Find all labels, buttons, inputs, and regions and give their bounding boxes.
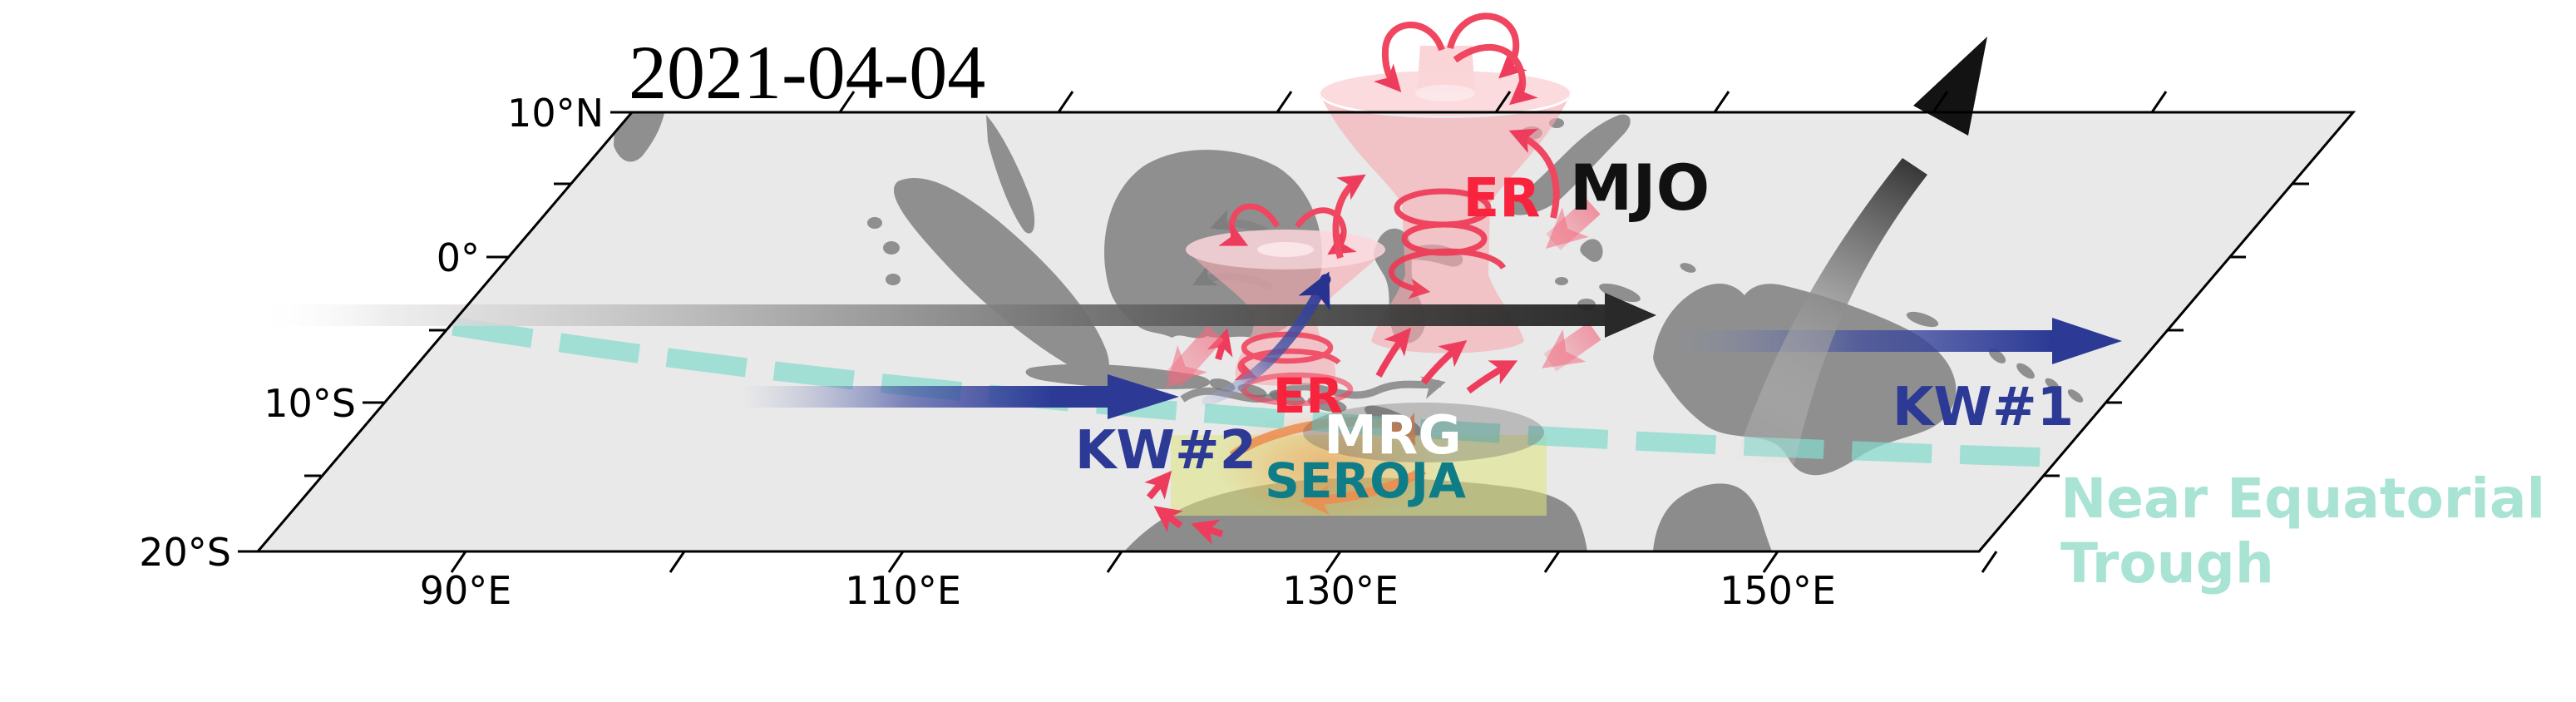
mjo-curved-exit-arrow <box>1735 37 1987 464</box>
lat-label-0: 0° <box>437 235 480 280</box>
curved-exit-arrow-band <box>1735 158 1927 464</box>
kw1-arrow-shaft <box>1665 330 2052 352</box>
kw1-arrow-head <box>2052 318 2122 364</box>
mjo-arrow <box>251 293 1656 338</box>
left-ticks <box>238 111 632 553</box>
sumatra-island <box>893 178 1109 378</box>
er-large-funnel-throat <box>1415 85 1475 101</box>
lon-label-110e: 110°E <box>845 568 961 613</box>
outflow-arrow-up <box>1207 328 1233 361</box>
er-large-fountain-arrows <box>1332 12 1560 260</box>
er-upper-label: ER <box>1463 168 1541 230</box>
philippines-chain <box>1507 114 1631 215</box>
java-island <box>1025 363 1211 389</box>
seram-island <box>1599 283 1641 303</box>
trough-label-line1: Near Equatorial <box>2060 467 2545 531</box>
seroja-arrow-ne <box>1144 470 1172 500</box>
louisiade-islet-1 <box>1988 349 2006 363</box>
er-lower-label: ER <box>1273 368 1343 424</box>
pink-arrow-east-lower <box>1542 322 1601 372</box>
moluccas-islet <box>1555 277 1568 285</box>
kw1-label: KW#1 <box>1893 377 2074 438</box>
mrg-label: MRG <box>1324 405 1462 467</box>
trough-label-line2: Trough <box>2060 531 2274 596</box>
birdshead-islet <box>1680 263 1696 273</box>
outflow-arrow-ne-1 <box>1375 327 1412 378</box>
right-ticks <box>2043 182 2309 477</box>
kw2-label: KW#2 <box>1075 420 1256 482</box>
new-britain-island <box>1906 311 1939 328</box>
outflow-arrow-ne-2 <box>1420 340 1468 385</box>
kw2-arrow-head <box>1108 374 1179 419</box>
kelvin-wave-2-arrow <box>742 374 1179 419</box>
sumatra-islet-2 <box>883 241 900 255</box>
indochina-land <box>614 112 665 162</box>
pink-arrow-east-upper <box>1546 198 1601 250</box>
kw2-arrow-shaft <box>742 386 1108 408</box>
pink-arrow-west <box>1164 325 1224 388</box>
top-ticks <box>838 91 2168 113</box>
mjo-label: MJO <box>1570 151 1710 225</box>
lat-label-10s: 10°S <box>264 381 356 426</box>
seroja-cyclone-arc-bottom <box>1300 466 1427 516</box>
mjo-arrow-shaft <box>251 304 1605 326</box>
malay-peninsula <box>986 115 1035 234</box>
crimson-outflow-arrows <box>1144 327 1518 545</box>
er-vortex-large <box>1320 12 1570 353</box>
lat-label-10n: 10°N <box>507 91 604 136</box>
near-equatorial-trough-label: Near Equatorial Trough <box>2060 467 2545 596</box>
curved-exit-arrow-head <box>1913 37 1987 136</box>
kelvin-wave-1-arrow <box>1665 318 2122 364</box>
louisiade-islet-2 <box>2016 363 2035 379</box>
longitude-labels: 90°E 110°E 130°E 150°E <box>420 568 1836 613</box>
pink-inflow-arrows <box>1164 198 1601 388</box>
lon-label-90e: 90°E <box>420 568 512 613</box>
sumatra-islet-1 <box>867 217 882 229</box>
date-title: 2021-04-04 <box>629 30 985 115</box>
sumatra-islet-3 <box>886 274 901 285</box>
louisiade-islet-4 <box>2067 389 2084 403</box>
seroja-arrow-nw <box>1153 506 1183 533</box>
lon-label-130e: 130°E <box>1282 568 1399 613</box>
seroja-arrow-w <box>1191 519 1224 545</box>
mrg-shading <box>1303 403 1544 462</box>
mjo-arrow-head <box>1605 293 1656 338</box>
lon-label-150e: 150°E <box>1720 568 1836 613</box>
louisiade-islet-3 <box>2045 378 2060 391</box>
outflow-arrow-ne-3 <box>1466 360 1518 394</box>
er-small-funnel-throat <box>1257 242 1314 257</box>
bottom-ticks <box>450 551 1998 573</box>
er-large-coil <box>1389 188 1507 299</box>
seroja-label: SEROJA <box>1265 452 1466 509</box>
lat-label-20s: 20°S <box>139 530 231 575</box>
map-outline <box>254 111 2356 553</box>
latitude-labels: 10°N 0° 10°S 20°S <box>139 91 604 575</box>
map-axes <box>238 91 2356 573</box>
blue-curved-arrow <box>1202 271 1331 407</box>
